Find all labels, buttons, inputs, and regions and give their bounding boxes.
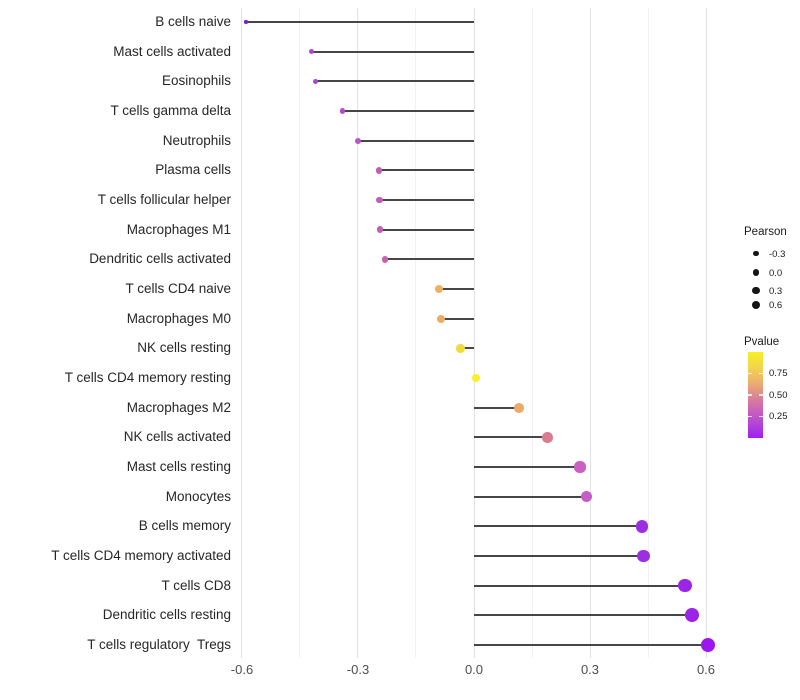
- size-legend-label: 0.3: [769, 285, 783, 297]
- lollipop-stem: [474, 436, 548, 439]
- lollipop-dot: [312, 78, 318, 84]
- lollipop-dot: [376, 196, 383, 204]
- row-label: Dendritic cells resting: [102, 607, 231, 623]
- x-axis-tick-label: 0.0: [464, 662, 484, 677]
- lollipop-stem: [474, 644, 708, 646]
- gradient-tick-label: 0.50: [769, 389, 788, 401]
- lollipop-stem: [474, 466, 580, 468]
- size-legend-dot: [752, 269, 760, 276]
- gridline-major: [705, 8, 707, 658]
- lollipop-dot: [580, 491, 593, 503]
- gradient-tick-left: [748, 372, 752, 375]
- row-label: T cells follicular helper: [97, 192, 231, 207]
- row-label: NK cells resting: [137, 340, 231, 356]
- row-label: Monocytes: [165, 488, 231, 504]
- row-label: B cells naive: [155, 14, 231, 29]
- row-label: T cells gamma delta: [110, 103, 231, 118]
- lollipop-dot: [437, 314, 446, 323]
- gridline-major: [589, 8, 591, 658]
- gradient-tick-label: 0.75: [769, 368, 788, 379]
- lollipop-stem: [474, 495, 587, 498]
- lollipop-dot: [574, 461, 586, 473]
- lollipop-stem: [474, 555, 644, 557]
- row-label: Macrophages M0: [126, 310, 231, 326]
- row-label: Macrophages M1: [126, 221, 231, 237]
- lollipop-stem: [474, 614, 692, 617]
- lollipop-dot: [684, 608, 699, 623]
- gradient-tick-right: [759, 415, 763, 418]
- gradient-tick-right: [759, 372, 763, 375]
- size-legend-dot: [753, 250, 759, 257]
- lollipop-dot: [514, 402, 525, 413]
- lollipop-dot: [381, 256, 389, 263]
- x-axis-tick-label: -0.6: [230, 662, 254, 677]
- lollipop-dot: [339, 108, 346, 114]
- lollipop-dot: [435, 285, 444, 293]
- row-label: Mast cells resting: [126, 459, 231, 474]
- lollipop-stem: [245, 21, 474, 23]
- row-label: NK cells activated: [123, 429, 231, 445]
- row-label: Dendritic cells activated: [89, 251, 231, 267]
- gradient-tick-label: 0.25: [769, 411, 788, 422]
- row-label: B cells memory: [138, 518, 231, 534]
- lollipop-dot: [635, 520, 649, 533]
- row-label: Mast cells activated: [113, 43, 231, 59]
- lollipop-stem: [439, 288, 474, 290]
- row-label: Eosinophils: [161, 73, 231, 89]
- lollipop-stem: [311, 50, 474, 53]
- row-label: T cells CD4 memory activated: [51, 548, 231, 563]
- lollipop-dot: [244, 20, 248, 24]
- x-axis-tick-label: 0.3: [580, 662, 600, 677]
- lollipop-stem: [378, 169, 474, 172]
- lollipop-stem: [315, 80, 474, 83]
- row-label: Neutrophils: [162, 132, 231, 148]
- lollipop-stem: [379, 199, 474, 201]
- size-legend-dot: [752, 286, 760, 295]
- lollipop-dot: [471, 373, 481, 383]
- row-label: T cells regulatory Tregs: [87, 637, 231, 652]
- row-label: T cells CD8: [161, 577, 231, 593]
- lollipop-stem: [380, 228, 474, 231]
- lollipop-stem: [342, 110, 474, 112]
- row-label: T cells CD4 memory resting: [64, 370, 231, 385]
- lollipop-stem: [441, 317, 474, 320]
- size-legend-label: 0.6: [769, 300, 783, 311]
- lollipop-stem: [357, 139, 474, 142]
- x-axis-tick-label: -0.3: [346, 662, 370, 677]
- lollipop-dot: [637, 549, 650, 563]
- lollipop-dot: [700, 637, 715, 653]
- gradient-tick-left: [748, 415, 752, 418]
- row-label: Plasma cells: [155, 162, 231, 178]
- gridline-major: [357, 8, 359, 658]
- lollipop-stem: [385, 258, 474, 261]
- gradient-tick-left: [748, 394, 752, 396]
- size-legend-dot: [751, 300, 761, 310]
- size-legend-label: 0.0: [769, 267, 783, 279]
- row-label: T cells CD4 naive: [125, 281, 231, 296]
- lollipop-dot: [678, 578, 692, 593]
- lollipop-stem: [474, 525, 642, 528]
- gridline-minor: [647, 8, 649, 658]
- gradient-tick-right: [759, 394, 763, 396]
- gridline-minor: [415, 8, 417, 658]
- lollipop-dot: [309, 49, 315, 55]
- lollipop-dot: [542, 432, 553, 443]
- size-legend-label: -0.3: [769, 248, 786, 260]
- lollipop-stem: [474, 406, 520, 409]
- lollipop-stem: [460, 347, 474, 350]
- lollipop-dot: [354, 137, 362, 144]
- color-legend-title: Pvalue: [744, 336, 780, 348]
- lollipop-dot: [375, 167, 383, 174]
- lollipop-dot: [376, 226, 384, 233]
- gridline-major: [473, 8, 475, 658]
- gridline-minor: [531, 8, 533, 658]
- lollipop-dot: [456, 344, 465, 353]
- lollipop-stem: [474, 584, 686, 587]
- gridline-minor: [299, 8, 301, 658]
- x-axis-tick-label: 0.6: [696, 662, 716, 677]
- row-label: Macrophages M2: [126, 399, 231, 415]
- gridline-major: [241, 8, 243, 658]
- size-legend-title: Pearson: [744, 226, 787, 238]
